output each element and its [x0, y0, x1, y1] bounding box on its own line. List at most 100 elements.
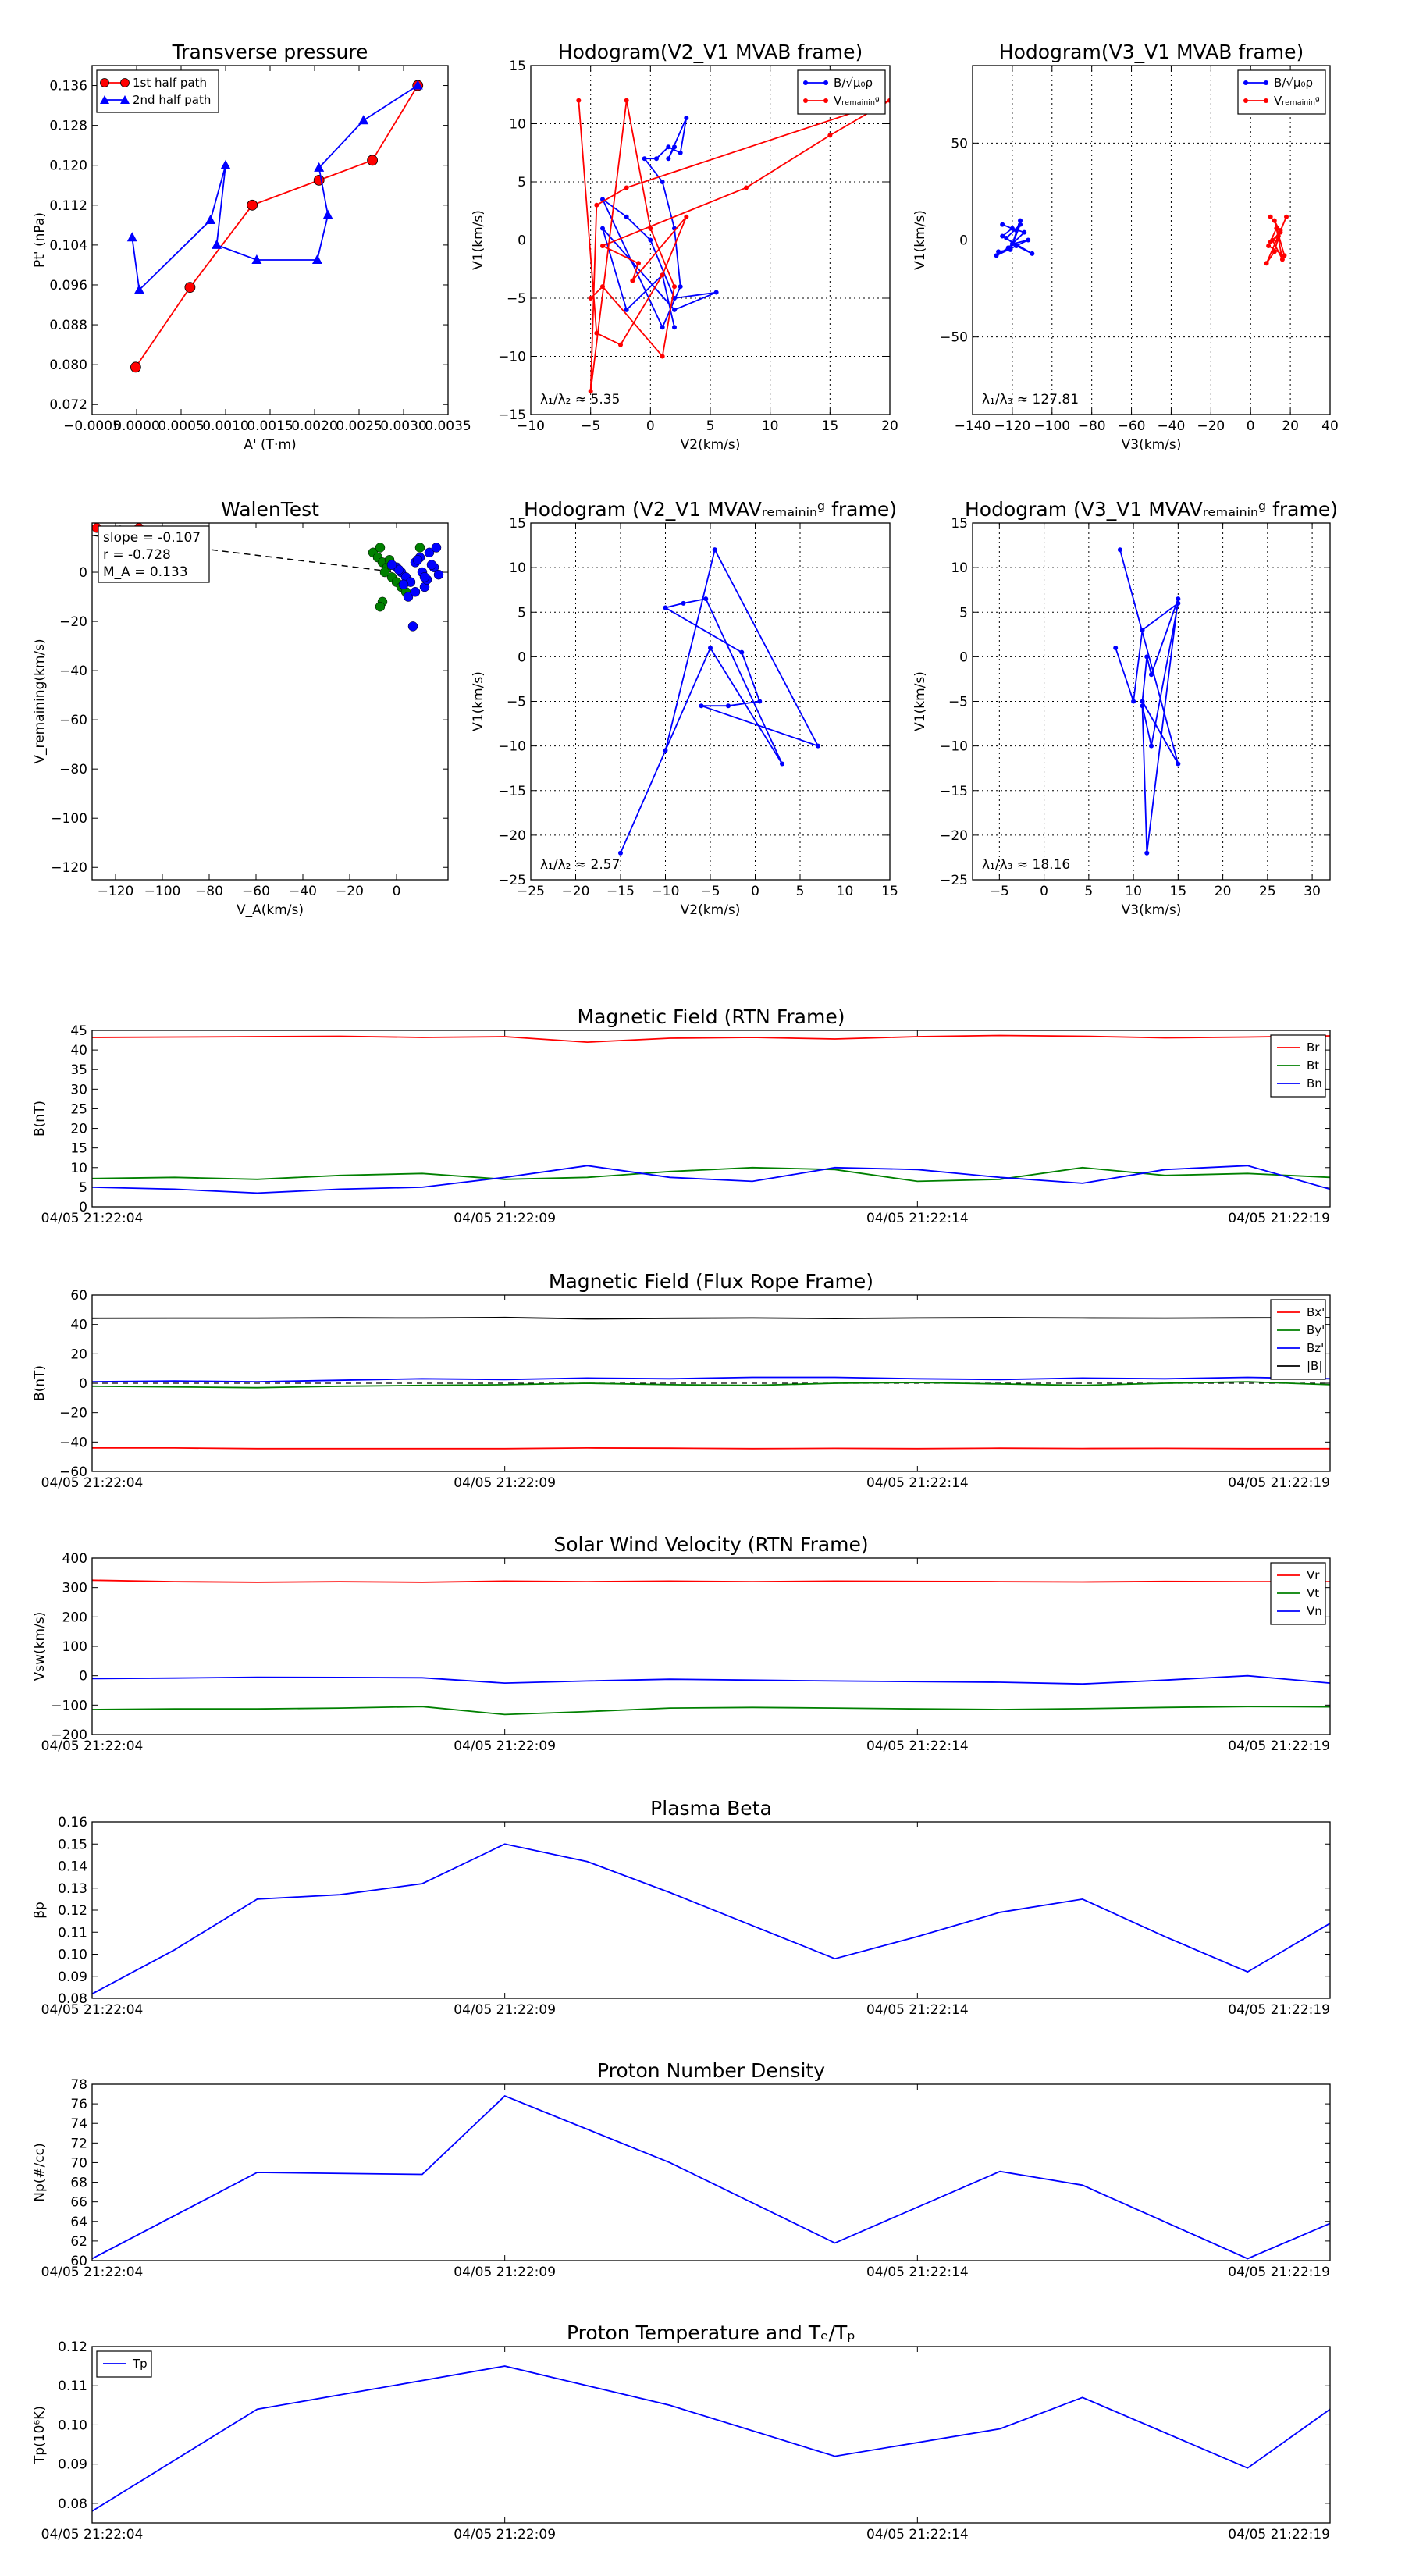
y-tick-label: 0.10: [58, 2418, 87, 2433]
y-tick-label: 0.088: [49, 318, 87, 333]
x-tick-label: 20: [1215, 884, 1232, 899]
data-point: [726, 703, 731, 709]
y-tick-label: −10: [498, 350, 526, 365]
chart-h4: Hodogram (V3_V1 MVAVᵣₑₘₐᵢₙᵢₙᵍ frame) −5 0 5…: [912, 498, 1338, 918]
legend-box: [96, 69, 219, 113]
data-point: [663, 748, 668, 753]
legend-marker: [100, 78, 109, 87]
x-axis-label: V_A(km/s): [237, 902, 304, 918]
y-tick-label: 62: [70, 2234, 87, 2250]
data-point: [247, 199, 258, 211]
y-tick-label: −25: [940, 873, 968, 888]
x-tick-label: 04/05 21:22:09: [454, 2265, 556, 2280]
chart-tp: Proton Temperature and Tₑ/Tₚ 04/05 21:22:…: [32, 2322, 1331, 2542]
x-tick-label: 15: [822, 418, 839, 434]
plot-frame: [91, 1294, 1331, 1472]
data-point: [322, 209, 333, 219]
x-tick-label: 0.0020: [291, 418, 337, 434]
legend-marker: [1264, 80, 1268, 85]
y-axis-label: V1(km/s): [912, 210, 928, 270]
data-point: [600, 226, 605, 231]
y-tick-label: 30: [70, 1082, 87, 1098]
data-point: [1131, 699, 1136, 704]
x-tick-label: 0.0000: [113, 418, 159, 434]
data-point: [600, 284, 605, 290]
y-tick-label: −100: [51, 1698, 87, 1713]
data-point: [251, 254, 262, 265]
chart-title: Hodogram (V2_V1 MVAVᵣₑₘₐᵢₙᵢₙᵍ frame): [524, 498, 897, 521]
y-tick-label: 0: [79, 1376, 87, 1392]
x-tick-label: 04/05 21:22:19: [1228, 1475, 1330, 1491]
y-tick-label: −20: [59, 614, 87, 630]
data-point: [1018, 222, 1023, 227]
data-point: [367, 155, 379, 166]
data-point: [426, 560, 437, 570]
plot-area: [92, 1843, 1330, 1995]
y-tick-label: 45: [70, 1023, 87, 1039]
data-point: [1176, 600, 1181, 606]
plot-frame: [91, 2346, 1331, 2524]
plot-frame: [972, 522, 1331, 881]
x-tick-label: 40: [1321, 418, 1339, 434]
y-tick-label: 0.136: [49, 79, 87, 94]
x-tick-label: 10: [762, 418, 779, 434]
data-point: [816, 743, 820, 749]
x-tick-label: 0.0010: [202, 418, 248, 434]
data-point: [1149, 672, 1154, 678]
x-tick-label: 04/05 21:22:04: [41, 2002, 144, 2018]
y-tick-label: 20: [70, 1122, 87, 1137]
x-tick-label: 0.0035: [425, 418, 471, 434]
data-point: [1275, 233, 1281, 239]
x-tick-label: −40: [1157, 418, 1185, 434]
y-tick-label: −10: [498, 739, 526, 755]
legend-marker: [120, 95, 130, 104]
y-tick-label: 0: [79, 565, 87, 581]
y-tick-label: 0.104: [49, 238, 87, 254]
data-point: [744, 185, 749, 190]
y-tick-label: −120: [51, 860, 87, 876]
y-tick-label: 70: [70, 2155, 87, 2171]
series-line-1: [92, 1166, 1330, 1183]
y-tick-label: 5: [79, 1180, 87, 1196]
x-tick-label: 0.0005: [158, 418, 204, 434]
y-tick-label: 0.08: [58, 1991, 87, 2007]
data-point: [780, 761, 784, 767]
legend-box: [1237, 69, 1326, 115]
data-point: [1140, 628, 1145, 633]
data-point: [398, 579, 409, 590]
data-point: [1284, 214, 1289, 219]
data-point: [205, 214, 216, 224]
x-tick-label: −15: [606, 884, 635, 899]
data-point: [660, 180, 665, 184]
y-tick-label: 15: [509, 59, 526, 74]
series-line-1: [578, 99, 890, 392]
stats-box: [98, 525, 210, 583]
data-point: [594, 202, 599, 208]
series-line-2: [92, 1376, 1330, 1383]
x-tick-label: −20: [1197, 418, 1225, 434]
y-tick-label: 0.12: [58, 1903, 87, 1919]
legend-label: Bz': [1307, 1341, 1324, 1355]
plot-area: [618, 547, 820, 856]
data-point: [1026, 237, 1031, 243]
y-tick-label: −40: [59, 1435, 87, 1450]
data-point: [757, 699, 763, 704]
y-tick-label: 0.09: [58, 2457, 87, 2473]
x-axis-label: V3(km/s): [1122, 902, 1182, 918]
chart-h3: Hodogram (V2_V1 MVAVᵣₑₘₐᵢₙᵢₙᵍ frame)−25−…: [471, 498, 898, 918]
data-point: [375, 543, 386, 553]
series-line-0: [92, 1034, 1330, 1044]
data-point: [1140, 699, 1145, 704]
y-tick-label: 0.072: [49, 397, 87, 413]
series-line-1: [131, 84, 418, 292]
data-point: [672, 325, 677, 330]
data-point: [386, 560, 397, 570]
x-axis-label: V2(km/s): [681, 902, 741, 918]
series-line-0: [92, 1843, 1330, 1995]
x-tick-label: −10: [517, 418, 545, 434]
x-tick-label: 04/05 21:22:14: [866, 1738, 969, 1754]
x-tick-label: 5: [796, 884, 805, 899]
legend-label: B/√μ₀ρ: [1274, 76, 1313, 90]
data-point: [712, 547, 717, 553]
